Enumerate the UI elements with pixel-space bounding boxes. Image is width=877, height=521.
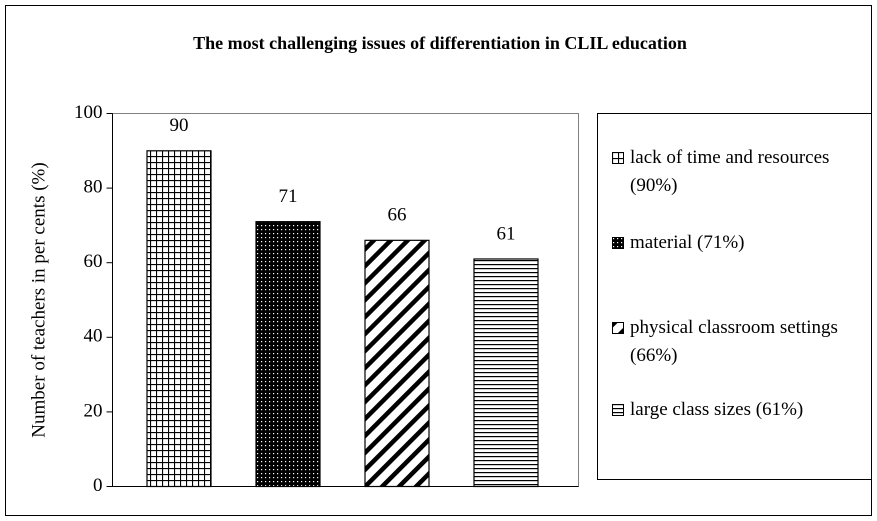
legend-entry: material (71%) — [612, 229, 867, 257]
legend-swatch-rect — [612, 322, 624, 334]
legend-swatch-rect — [612, 152, 624, 164]
data-label: 66 — [388, 205, 407, 226]
bar — [364, 239, 430, 488]
data-label: 90 — [170, 115, 189, 136]
legend-box — [597, 113, 872, 480]
legend-swatch — [612, 152, 624, 164]
legend-entry: lack of time and resources (90%) — [612, 144, 867, 200]
data-label: 61 — [497, 223, 516, 244]
legend-label: material (71%) — [630, 232, 745, 253]
legend-swatch-rect — [612, 237, 624, 249]
bar — [255, 221, 321, 488]
legend-swatch-rect — [612, 404, 624, 416]
y-tick-label: 60 — [84, 251, 103, 272]
y-tick-label: 0 — [93, 475, 103, 496]
legend-swatch — [612, 322, 624, 334]
y-axis-label: Number of teachers in per cents (%) — [28, 162, 49, 437]
legend-label: physical classroom settings (66%) — [630, 317, 838, 366]
data-label: 71 — [279, 186, 298, 207]
legend-entry: large class sizes (61%) — [612, 396, 867, 424]
legend-swatch — [612, 237, 624, 249]
chart-title: The most challenging issues of different… — [193, 33, 687, 53]
y-tick-label: 100 — [74, 102, 103, 123]
y-tick-label: 20 — [84, 400, 103, 421]
legend-label: large class sizes (61%) — [630, 399, 804, 420]
legend-label: lack of time and resources (90%) — [630, 147, 830, 196]
legend-swatch — [612, 404, 624, 416]
y-tick-label: 80 — [84, 176, 103, 197]
bar — [473, 258, 539, 488]
y-tick-label: 40 — [84, 326, 103, 347]
legend-entry: physical classroom settings (66%) — [612, 314, 867, 370]
bar — [146, 150, 212, 488]
